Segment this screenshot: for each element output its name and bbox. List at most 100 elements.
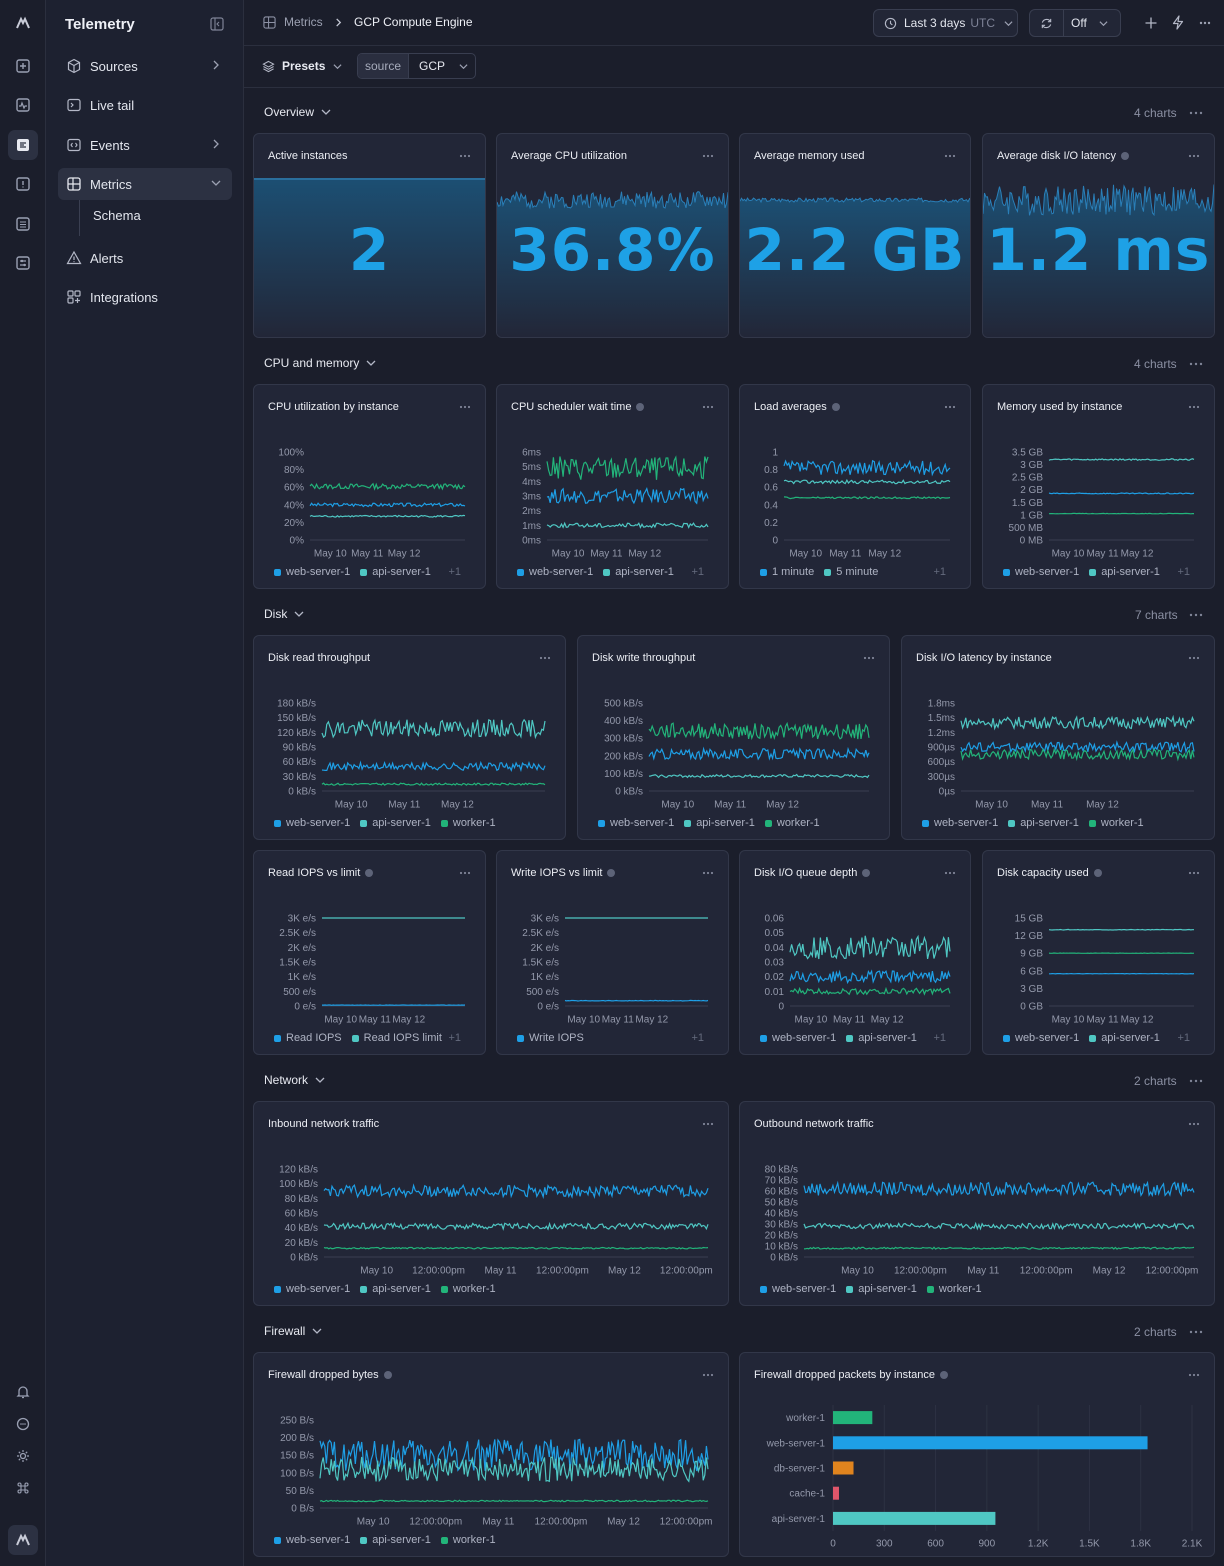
more-icon[interactable] — [1189, 613, 1203, 617]
more-icon[interactable] — [1199, 21, 1211, 25]
legend-item[interactable]: worker-1 — [440, 1283, 496, 1295]
sidebar-item-alerts[interactable]: Alerts — [58, 242, 232, 274]
legend-more[interactable]: +1 — [691, 1032, 704, 1044]
more-icon[interactable] — [863, 656, 875, 660]
legend-item[interactable]: api-server-1 — [360, 1534, 431, 1546]
more-icon[interactable] — [702, 871, 714, 875]
more-icon[interactable] — [1189, 1079, 1203, 1083]
sidebar-item-live-tail[interactable]: Live tail — [58, 89, 232, 121]
legend-item[interactable]: Read IOPS limit — [351, 1032, 442, 1044]
chat-icon[interactable] — [8, 1409, 38, 1439]
activity-icon[interactable] — [8, 90, 38, 120]
presets-dropdown[interactable]: Presets — [262, 59, 342, 73]
more-icon[interactable] — [459, 871, 471, 875]
sidebar-item-sources[interactable]: Sources — [58, 50, 232, 82]
sun-icon[interactable] — [8, 1441, 38, 1471]
more-icon[interactable] — [702, 405, 714, 409]
legend-item[interactable]: api-server-1 — [1008, 817, 1079, 829]
legend-item[interactable]: worker-1 — [764, 817, 820, 829]
breadcrumb-metrics[interactable]: Metrics — [284, 15, 323, 29]
legend-item[interactable]: web-server-1 — [274, 817, 350, 829]
legend-more[interactable]: +1 — [933, 566, 946, 578]
legend-item[interactable]: 1 minute — [760, 566, 814, 578]
legend-more[interactable]: +1 — [691, 566, 704, 578]
more-icon[interactable] — [1188, 405, 1200, 409]
sidebar-item-schema[interactable]: Schema — [93, 208, 141, 223]
more-icon[interactable] — [1188, 154, 1200, 158]
more-icon[interactable] — [944, 405, 956, 409]
lightning-icon[interactable] — [1171, 15, 1185, 30]
info-icon[interactable] — [1093, 869, 1102, 877]
legend-item[interactable]: Write IOPS — [517, 1032, 584, 1044]
time-range-picker[interactable]: Last 3 days UTC — [873, 9, 1018, 37]
more-icon[interactable] — [1189, 1330, 1203, 1334]
section-cpu-memory[interactable]: CPU and memory — [264, 356, 376, 370]
sidebar-item-metrics[interactable]: Metrics — [58, 168, 232, 200]
info-icon[interactable] — [365, 869, 374, 877]
legend-item[interactable]: api-server-1 — [603, 566, 674, 578]
more-icon[interactable] — [459, 405, 471, 409]
more-icon[interactable] — [702, 154, 714, 158]
plus-icon[interactable] — [1144, 16, 1158, 30]
legend-item[interactable]: api-server-1 — [1089, 1032, 1160, 1044]
more-icon[interactable] — [1189, 111, 1203, 115]
refresh-icon[interactable] — [1040, 17, 1053, 30]
section-disk[interactable]: Disk — [264, 607, 304, 621]
info-icon[interactable] — [1121, 152, 1130, 160]
legend-item[interactable]: api-server-1 — [360, 566, 431, 578]
collapse-sidebar-icon[interactable] — [210, 17, 224, 31]
more-icon[interactable] — [1188, 1122, 1200, 1126]
more-icon[interactable] — [1188, 871, 1200, 875]
legend-more[interactable]: +1 — [1177, 566, 1190, 578]
legend-item[interactable]: web-server-1 — [760, 1283, 836, 1295]
sidebar-item-events[interactable]: Events — [58, 129, 232, 161]
legend-item[interactable]: Read IOPS — [274, 1032, 342, 1044]
legend-item[interactable]: api-server-1 — [360, 1283, 431, 1295]
legend-item[interactable]: worker-1 — [440, 817, 496, 829]
legend-item[interactable]: web-server-1 — [598, 817, 674, 829]
settings-sliders-icon[interactable] — [8, 248, 38, 278]
legend-more[interactable]: +1 — [448, 566, 461, 578]
legend-item[interactable]: web-server-1 — [1003, 1032, 1079, 1044]
legend-more[interactable]: +1 — [933, 1032, 946, 1044]
info-icon[interactable] — [383, 1371, 392, 1379]
sidebar-item-integrations[interactable]: Integrations — [58, 281, 232, 313]
legend-item[interactable]: web-server-1 — [274, 566, 350, 578]
more-icon[interactable] — [1188, 656, 1200, 660]
more-icon[interactable] — [539, 656, 551, 660]
legend-item[interactable]: api-server-1 — [360, 817, 431, 829]
legend-item[interactable]: web-server-1 — [274, 1534, 350, 1546]
section-firewall[interactable]: Firewall — [264, 1324, 322, 1338]
section-network[interactable]: Network — [264, 1073, 325, 1087]
info-icon[interactable] — [831, 403, 840, 411]
more-icon[interactable] — [459, 154, 471, 158]
database-icon[interactable] — [8, 209, 38, 239]
more-icon[interactable] — [1188, 1373, 1200, 1377]
legend-item[interactable]: web-server-1 — [1003, 566, 1079, 578]
bell-icon[interactable] — [8, 1377, 38, 1407]
more-icon[interactable] — [702, 1122, 714, 1126]
section-overview[interactable]: Overview — [264, 105, 331, 119]
command-icon[interactable] — [8, 1473, 38, 1503]
more-icon[interactable] — [944, 154, 956, 158]
workspace-logo-icon[interactable] — [8, 1525, 38, 1555]
auto-refresh-control[interactable]: Off — [1029, 9, 1121, 37]
more-icon[interactable] — [702, 1373, 714, 1377]
more-icon[interactable] — [1189, 362, 1203, 366]
info-icon[interactable] — [939, 1371, 948, 1379]
legend-item[interactable]: web-server-1 — [274, 1283, 350, 1295]
legend-item[interactable]: api-server-1 — [1089, 566, 1160, 578]
legend-item[interactable]: web-server-1 — [517, 566, 593, 578]
legend-item[interactable]: worker-1 — [1088, 817, 1144, 829]
legend-item[interactable]: 5 minute — [824, 566, 878, 578]
info-icon[interactable] — [607, 869, 616, 877]
legend-item[interactable]: worker-1 — [926, 1283, 982, 1295]
legend-item[interactable]: web-server-1 — [922, 817, 998, 829]
legend-more[interactable]: +1 — [448, 1032, 461, 1044]
plus-square-icon[interactable] — [8, 51, 38, 81]
legend-item[interactable]: api-server-1 — [684, 817, 755, 829]
alert-square-icon[interactable] — [8, 169, 38, 199]
legend-item[interactable]: api-server-1 — [846, 1283, 917, 1295]
logo-icon[interactable] — [8, 8, 38, 38]
legend-item[interactable]: api-server-1 — [846, 1032, 917, 1044]
